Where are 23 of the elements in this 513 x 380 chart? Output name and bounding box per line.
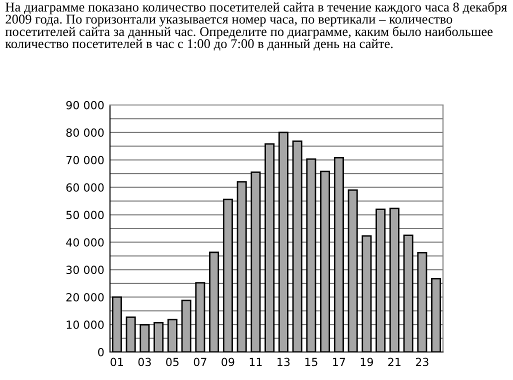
y-tick-label: 20 000: [66, 293, 104, 302]
chart-title: На диаграмме показано количество посетителей сайта в течение каждого часа 8 декабря 2009 года. По горизонтали указывается номер часа, по вертикали – количество посетителей сайта за данный час. Определите по диаграмме, каким было наибольшее количество посетителей в час с 1:00 до 7:00 в данный день на сайте.: [5, 2, 507, 51]
y-tick-label: 80 000: [66, 128, 104, 137]
x-tick-label: 11: [250, 358, 262, 366]
y-tick-label: 0: [98, 348, 104, 356]
x-tick-label: 01: [110, 358, 123, 366]
x-tick-label: 21: [388, 358, 400, 366]
y-tick-label: 90 000: [66, 100, 104, 110]
y-tick-label: 70 000: [66, 156, 104, 164]
x-tick-label: 03: [138, 358, 151, 366]
x-tick-label: 09: [222, 358, 234, 366]
y-tick-label: 50 000: [66, 210, 104, 220]
x-tick-label: 23: [416, 358, 428, 366]
y-tick-label: 60 000: [66, 183, 104, 192]
x-tick-label: 13: [278, 358, 290, 366]
x-tick-label: 15: [305, 358, 318, 366]
x-tick-label: 19: [360, 358, 373, 366]
y-tick-label: 40 000: [66, 238, 104, 247]
x-tick-label: 05: [166, 358, 179, 366]
y-tick-label: 10 000: [66, 320, 104, 329]
y-tick-label: 30 000: [66, 266, 104, 274]
x-tick-label: 07: [194, 358, 206, 366]
x-tick-label: 17: [333, 358, 346, 366]
